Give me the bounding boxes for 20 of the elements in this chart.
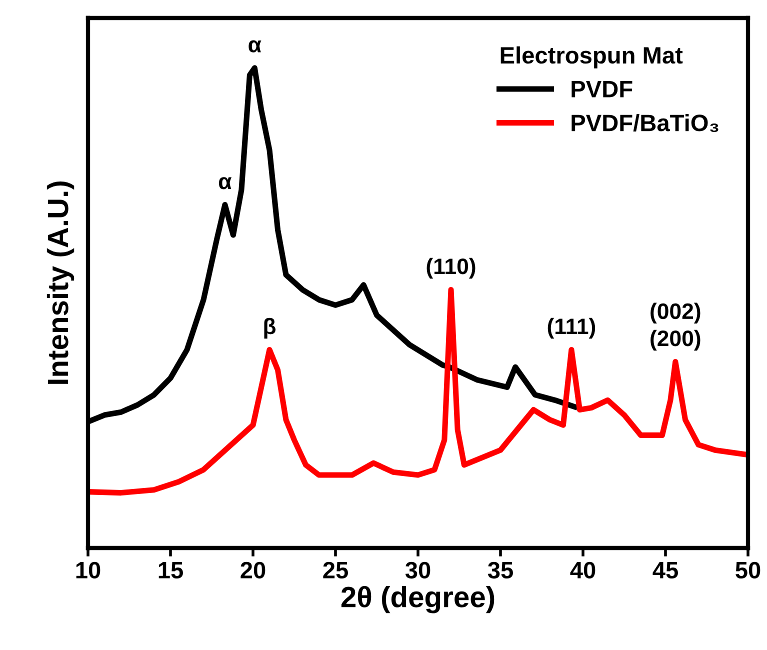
annotation: (002) (200) [650,302,700,351]
x-tick-label: 35 [488,562,513,579]
legend-label: PVDF [572,81,632,98]
x-tick-label: 30 [405,562,430,579]
legend-title: Electrospun Mat [500,46,683,68]
x-tick-label: 45 [652,562,678,579]
annotation: α [218,177,232,190]
x-tick-label: 20 [240,562,266,579]
x-tick-label: 10 [76,562,100,579]
x-tick-label: 15 [158,562,183,579]
legend-label: PVDF/BaTiO₃ [572,114,718,132]
annotation: α [248,40,262,52]
x-tick-label: 50 [736,562,760,579]
x-axis-title: 2θ (degree) [341,586,494,614]
annotation: β [264,318,276,339]
y-axis-title: Intensity (A.U.) [46,182,74,384]
annotation: (110) [426,258,476,279]
x-tick-label: 40 [570,562,596,579]
x-tick-label: 25 [323,562,348,579]
annotation: (111) [548,318,596,339]
